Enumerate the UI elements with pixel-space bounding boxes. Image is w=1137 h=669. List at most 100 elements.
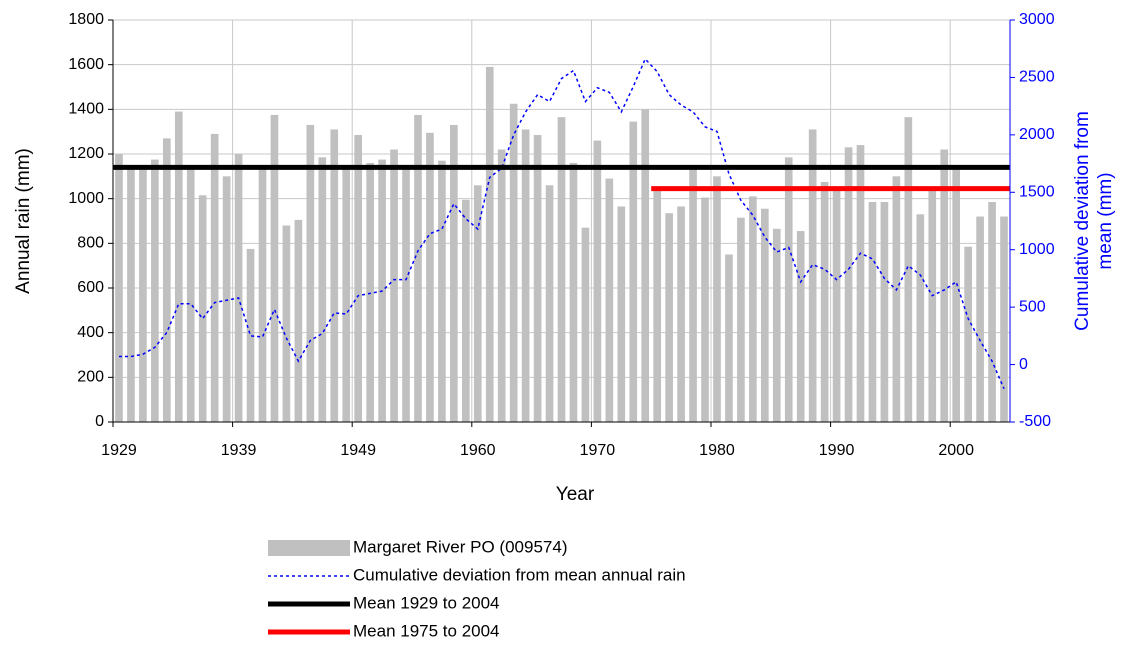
bar [569, 162, 578, 422]
bar [689, 167, 697, 422]
legend-label: Margaret River PO (009574) [353, 537, 567, 556]
bar [725, 254, 733, 422]
bar [892, 176, 901, 422]
y2-tick-label: 1000 [1019, 241, 1055, 258]
bar [151, 159, 159, 423]
bar [330, 129, 339, 422]
bar [749, 196, 757, 422]
y-tick-label: 600 [77, 279, 104, 296]
bar [461, 199, 470, 422]
y-tick-label: 200 [77, 369, 104, 386]
bar [713, 176, 721, 422]
legend-label: Cumulative deviation from mean annual ra… [353, 565, 686, 584]
x-axis-label: Year [556, 484, 595, 505]
y-tick-label: 1400 [68, 101, 104, 118]
bar [581, 227, 590, 422]
legend-swatch [268, 540, 350, 556]
y2-tick-label: -500 [1019, 413, 1051, 430]
bar [557, 117, 566, 423]
bar [390, 149, 398, 423]
bar [677, 206, 685, 422]
bar [497, 149, 506, 423]
bar [545, 185, 554, 422]
bar [294, 219, 303, 422]
bar [904, 117, 913, 423]
y2-tick-label: 0 [1019, 356, 1028, 373]
y-tick-label: 400 [77, 324, 104, 341]
bar [832, 187, 841, 422]
bar [282, 225, 291, 422]
x-tick-label: 1949 [340, 442, 376, 459]
bar [988, 202, 996, 422]
bar [844, 147, 853, 423]
bar [856, 145, 865, 423]
bar [246, 248, 255, 422]
y2-axis-label: Cumulative deviation from [1072, 111, 1093, 331]
bar [234, 154, 243, 422]
legend-label: Mean 1975 to 2004 [353, 621, 500, 640]
bar [760, 208, 769, 422]
bar [617, 206, 626, 422]
bar [450, 124, 458, 422]
bar [940, 149, 949, 423]
x-tick-label: 1939 [221, 442, 257, 459]
x-tick-label: 1980 [699, 442, 735, 459]
bar [127, 167, 135, 422]
bar [162, 138, 171, 422]
cumulative-line [118, 57, 1005, 389]
y-tick-label: 1200 [68, 145, 104, 162]
bar [521, 129, 530, 422]
bar [139, 165, 147, 422]
bar [976, 216, 984, 422]
bar [174, 111, 183, 423]
bar [306, 124, 315, 422]
bar [198, 195, 207, 422]
bar [258, 169, 267, 422]
bar [593, 140, 602, 422]
bar [952, 167, 961, 422]
bar [916, 214, 925, 422]
bar [186, 167, 195, 422]
legend-label: Mean 1929 to 2004 [353, 593, 500, 612]
bar [473, 185, 482, 422]
bar [222, 176, 231, 422]
bar [438, 160, 446, 422]
bar [270, 114, 279, 423]
bar [354, 135, 363, 422]
y-tick-label: 1000 [68, 190, 104, 207]
y2-tick-label: 1500 [1019, 184, 1055, 201]
y2-tick-label: 2000 [1019, 126, 1055, 143]
bar [318, 157, 327, 422]
bar [808, 129, 817, 422]
bar [737, 217, 745, 422]
bar [533, 135, 542, 422]
bar [629, 121, 638, 422]
bar [784, 157, 793, 422]
bar [665, 213, 673, 422]
bar [820, 181, 829, 422]
x-tick-label: 1960 [460, 442, 496, 459]
bar [1000, 216, 1008, 422]
y-tick-label: 1800 [68, 11, 104, 28]
bar [880, 202, 889, 422]
y-tick-label: 1600 [68, 56, 104, 73]
y-tick-label: 800 [77, 235, 104, 252]
bar [772, 228, 781, 422]
y2-axis-label: mean (mm) [1095, 172, 1116, 269]
bar [485, 66, 494, 423]
bar [414, 114, 422, 423]
x-tick-label: 1990 [819, 442, 855, 459]
bar [210, 133, 219, 422]
y-axis-label: Annual rain (mm) [13, 148, 34, 294]
bar [964, 246, 972, 422]
y2-tick-label: 3000 [1019, 11, 1055, 28]
bar [641, 109, 650, 422]
bar [115, 154, 123, 422]
bar [509, 103, 518, 422]
bar [426, 132, 434, 423]
x-tick-label: 2000 [938, 442, 974, 459]
bar [366, 162, 374, 422]
bar [796, 231, 805, 422]
bar [868, 202, 877, 422]
